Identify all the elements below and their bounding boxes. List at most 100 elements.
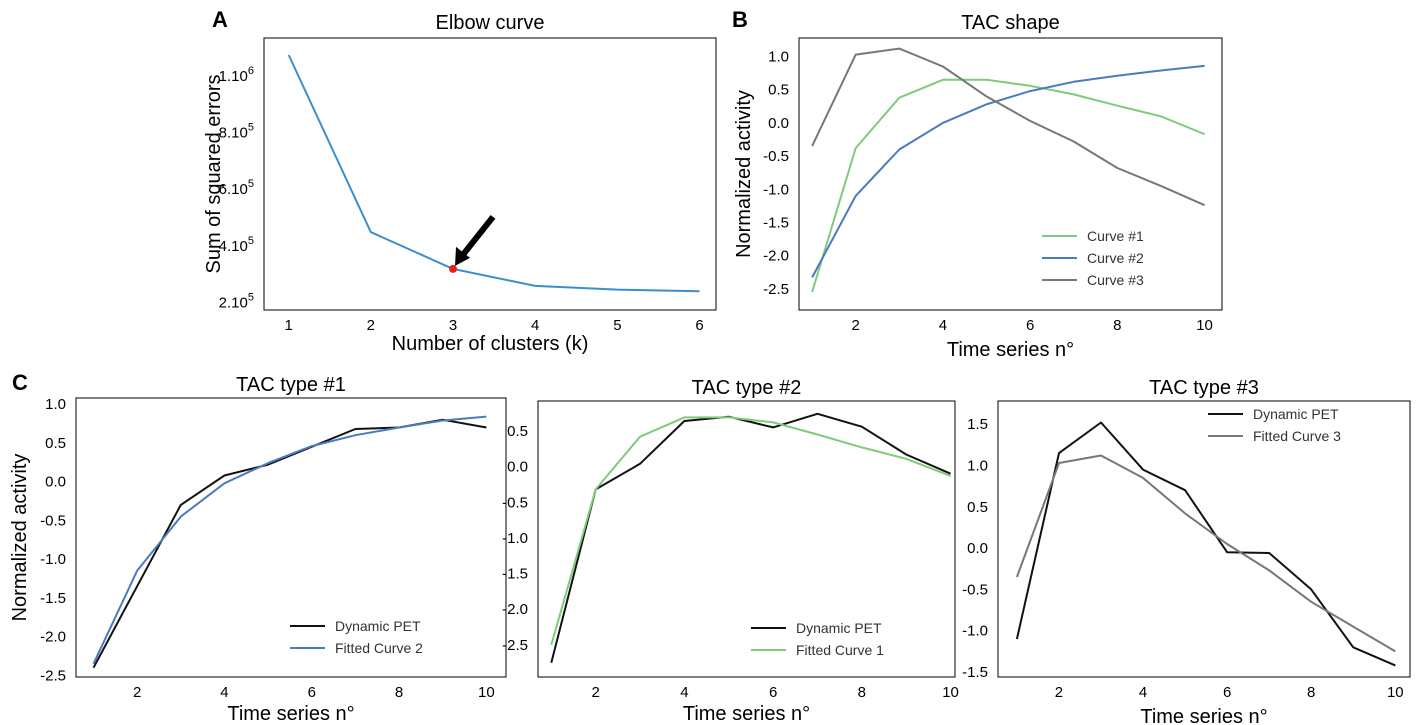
series-line-1 (287, 54, 700, 293)
y-tick-label: -1.5 (763, 214, 789, 231)
x-tick-label: 2 (1055, 684, 1063, 701)
x-axis-label: Number of clusters (k) (392, 333, 589, 355)
y-tick-exponent: 5 (248, 178, 254, 190)
y-tick-label: -2.5 (40, 667, 66, 684)
legend-label: Curve #1 (1087, 228, 1144, 244)
y-tick-label: -0.5 (763, 148, 789, 165)
y-tick-label: 4.105 (219, 235, 254, 255)
y-tick-label: 1.0 (768, 49, 789, 66)
y-tick-exponent: 5 (248, 235, 254, 247)
chart-panel-3: C TAC type #1 Time series n° Normalized act… (9, 370, 507, 725)
y-tick-label: 1.5 (967, 416, 988, 433)
x-tick-label: 4 (220, 684, 228, 701)
chart-panel-1: A Elbow curve Number of clusters (k) Sum of… (203, 7, 717, 355)
y-tick-label: 0.5 (967, 499, 988, 516)
y-axis-label: Sum of squared errors (203, 75, 225, 274)
x-tick-label: 2 (367, 317, 375, 334)
x-tick-label: 4 (531, 317, 539, 334)
highlight-point (449, 264, 458, 273)
y-tick-label: 2.105 (219, 292, 254, 312)
chart-title: TAC shape (961, 12, 1060, 34)
chart-panel-4: TAC type #2 Time series n° 2 4 6 8 10 -2.5 -2.0 -… (502, 377, 959, 725)
legend-label: Curve #3 (1087, 272, 1144, 288)
y-tick-label: 6.105 (219, 178, 254, 198)
plot-frame (75, 397, 507, 678)
y-tick-exponent: 6 (248, 65, 254, 77)
legend-label: Fitted Curve 2 (335, 640, 423, 656)
series-line-dynamic-pet (1015, 421, 1396, 667)
x-tick-label: 10 (1387, 684, 1404, 701)
y-tick-base: 2.10 (219, 295, 248, 312)
arrow-head (455, 246, 471, 266)
y-tick-label: -2.5 (763, 281, 789, 298)
x-tick-label: 1 (284, 317, 292, 334)
x-tick-label: 6 (1223, 684, 1231, 701)
x-axis-label: Time series n° (947, 339, 1074, 361)
x-tick-label: 3 (449, 317, 457, 334)
y-tick-label: 0.0 (967, 540, 988, 557)
x-tick-label: 8 (395, 684, 403, 701)
y-tick-label: -2.5 (502, 637, 528, 654)
y-tick-label: -1.5 (40, 590, 66, 607)
y-tick-exponent: 5 (248, 292, 254, 304)
y-tick-label: -0.5 (502, 494, 528, 511)
x-tick-label: 4 (680, 684, 688, 701)
panel-letter: B (732, 7, 748, 32)
x-tick-label: 10 (1196, 317, 1213, 334)
y-tick-label: 8.105 (219, 122, 254, 142)
x-tick-label: 2 (852, 317, 860, 334)
y-tick-label: -1.0 (502, 530, 528, 547)
x-tick-label: 8 (858, 684, 866, 701)
y-tick-label: 0.0 (45, 474, 66, 491)
y-tick-label: -2.0 (40, 629, 66, 646)
x-tick-label: 6 (1026, 317, 1034, 334)
y-tick-label: -1.0 (40, 551, 66, 568)
legend-label: Dynamic PET (796, 620, 882, 636)
y-tick-base: 8.10 (219, 125, 248, 142)
plot-frame (997, 400, 1411, 678)
y-tick-label: 0.0 (507, 459, 528, 476)
arrow-shaft (459, 215, 496, 258)
x-tick-label: 2 (591, 684, 599, 701)
chart-title: TAC type #2 (692, 377, 802, 399)
y-tick-label: -0.5 (40, 512, 66, 529)
x-axis-label: Time series n° (1140, 706, 1267, 725)
series-line-curve-2 (811, 64, 1205, 278)
y-tick-label: 1.106 (219, 65, 254, 85)
legend-label: Curve #2 (1087, 250, 1144, 266)
y-tick-label: 1.0 (967, 457, 988, 474)
legend-label: Fitted Curve 1 (796, 642, 884, 658)
series-line-curve-3 (811, 47, 1206, 207)
x-tick-label: 8 (1307, 684, 1315, 701)
legend-label: Dynamic PET (335, 618, 421, 634)
y-tick-base: 4.10 (219, 238, 248, 255)
y-axis-label: Normalized activity (9, 454, 31, 622)
legend-label: Dynamic PET (1253, 406, 1339, 422)
x-axis-label: Time series n° (227, 703, 354, 725)
panel-letter: C (12, 370, 28, 395)
y-tick-label: -0.5 (962, 581, 988, 598)
series-line-dynamic-pet (92, 418, 487, 669)
y-tick-label: 1.0 (45, 396, 66, 413)
x-tick-label: 4 (939, 317, 947, 334)
series-line-fitted-curve-1 (550, 416, 951, 646)
series-line-dynamic-pet (550, 412, 951, 663)
y-tick-base: 6.10 (219, 181, 248, 198)
x-tick-label: 8 (1113, 317, 1121, 334)
chart-panel-5: TAC type #3 Time series n° 2 4 6 8 10 -1.5 -1.0 -… (962, 377, 1411, 725)
x-tick-label: 10 (478, 684, 495, 701)
y-tick-label: -1.0 (763, 181, 789, 198)
y-tick-exponent: 5 (248, 122, 254, 134)
x-tick-label: 6 (769, 684, 777, 701)
chart-title: TAC type #1 (236, 374, 346, 396)
y-tick-label: -1.5 (502, 566, 528, 583)
legend-label: Fitted Curve 3 (1253, 428, 1341, 444)
chart-title: TAC type #3 (1149, 377, 1259, 399)
panel-letter: A (212, 7, 228, 32)
y-tick-base: 1.10 (219, 68, 248, 85)
plot-frame (798, 37, 1223, 311)
y-axis-label: Normalized activity (733, 90, 755, 258)
chart-panel-2: B TAC shape Time series n° Normalized activ… (732, 7, 1223, 361)
y-tick-label: -1.0 (962, 623, 988, 640)
